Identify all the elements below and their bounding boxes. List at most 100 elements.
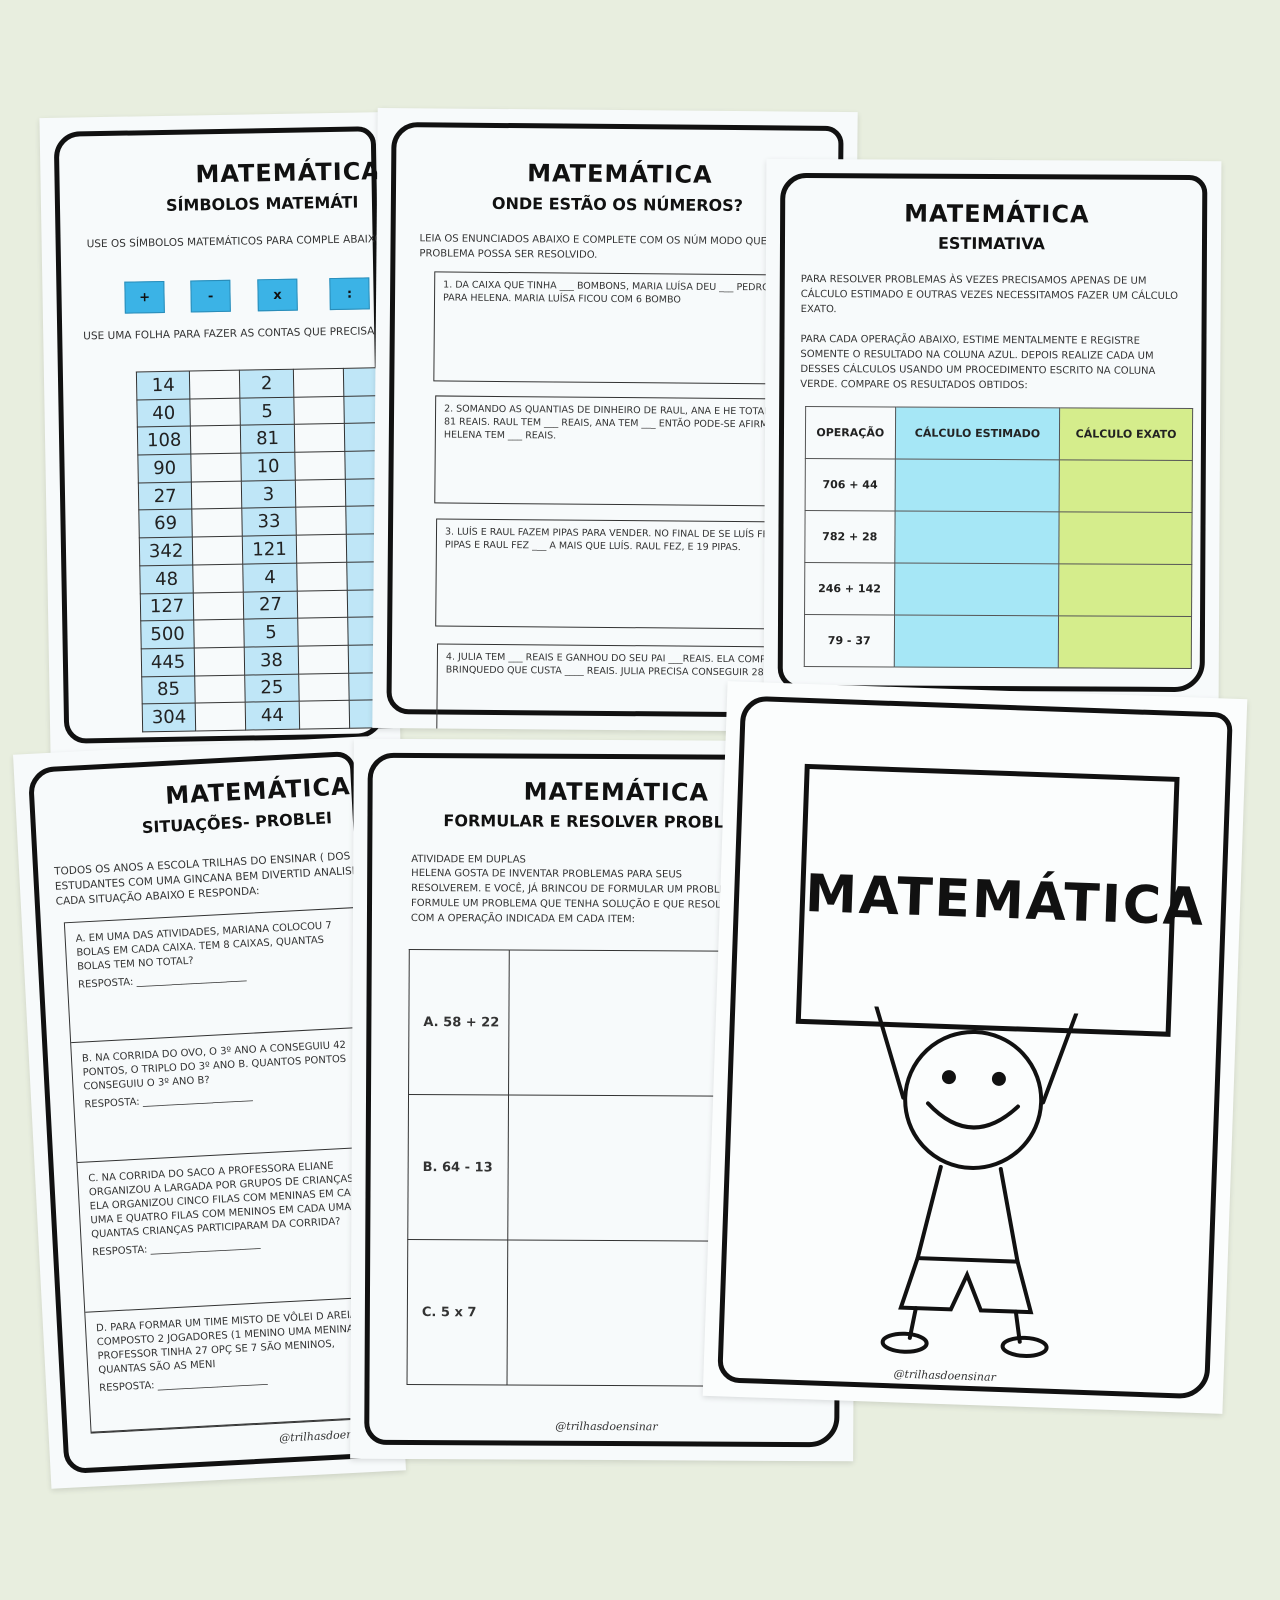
numbers-table: 14 2 40 5 108 81 90 10 27 3 69 33 342 121 48 4 127 27 500 5… bbox=[136, 367, 400, 732]
operation-cell: 706 + 44 bbox=[805, 458, 896, 511]
estimate-cell[interactable] bbox=[894, 510, 1060, 564]
operation-cell: A. 58 + 22 bbox=[408, 949, 510, 1096]
estimation-table: OPERAÇÃO CÁLCULO ESTIMADO CÁLCULO EXATO 70… bbox=[804, 406, 1193, 669]
answer-cell[interactable] bbox=[297, 617, 348, 647]
number-cell: 5 bbox=[244, 618, 298, 647]
table-row: 445 38 bbox=[141, 644, 399, 677]
number-cell: 342 bbox=[139, 537, 193, 566]
problem-item: A. EM UMA DAS ATIVIDADES, MARIANA COLOCO… bbox=[64, 907, 369, 1044]
number-cell: 27 bbox=[243, 590, 298, 620]
instruction-paragraph: PARA CADA OPERAÇÃO ABAIXO, ESTIME MENTAL… bbox=[800, 333, 1156, 392]
symbol-plus: + bbox=[124, 280, 165, 314]
number-cell: 25 bbox=[245, 673, 299, 703]
answer-label: RESPOSTA: bbox=[84, 1096, 140, 1111]
answer-cell[interactable] bbox=[192, 536, 244, 565]
operation-cell: B. 64 - 13 bbox=[407, 1094, 509, 1241]
answer-cell[interactable] bbox=[194, 646, 246, 676]
header-exato: CÁLCULO EXATO bbox=[1059, 407, 1193, 461]
answer-cell[interactable] bbox=[295, 534, 347, 563]
answer-cell[interactable] bbox=[295, 506, 347, 536]
title-sign: MATEMÁTICA bbox=[795, 763, 1207, 1037]
answer-label: RESPOSTA: bbox=[91, 1244, 148, 1259]
answer-cell[interactable] bbox=[191, 480, 243, 510]
operation-cell: C. 5 x 7 bbox=[407, 1239, 508, 1385]
answer-cell[interactable] bbox=[194, 674, 246, 704]
answer-cell[interactable] bbox=[191, 453, 242, 482]
table-row: 706 + 44 bbox=[805, 458, 1193, 513]
answer-cell[interactable] bbox=[292, 368, 344, 397]
watermark: @trilhasdoensinar bbox=[555, 1419, 658, 1434]
number-cell: 2 bbox=[239, 369, 294, 398]
answer-cell[interactable] bbox=[195, 702, 247, 731]
sheet-subtitle: ONDE ESTÃO OS NÚMEROS? bbox=[491, 193, 744, 216]
estimate-cell[interactable] bbox=[894, 458, 1060, 512]
problem-3: 3. LUÍS E RAUL FAZEM PIPAS PARA VENDER. … bbox=[435, 518, 817, 630]
number-cell: 33 bbox=[242, 507, 296, 537]
number-cell: 40 bbox=[136, 398, 191, 428]
table-row: 85 25 bbox=[141, 671, 400, 705]
number-cell: 90 bbox=[137, 454, 192, 483]
table-row: 40 5 bbox=[136, 395, 395, 428]
table-row: 27 3 bbox=[138, 478, 396, 511]
problem-2: 2. SOMANDO AS QUANTIAS DE DINHEIRO DE RA… bbox=[434, 395, 816, 507]
number-cell: 127 bbox=[140, 592, 194, 622]
estimate-cell[interactable] bbox=[893, 614, 1059, 668]
exact-cell[interactable] bbox=[1058, 563, 1192, 617]
answer-cell[interactable] bbox=[293, 423, 345, 453]
exact-cell[interactable] bbox=[1058, 615, 1192, 669]
number-cell: 500 bbox=[140, 620, 195, 649]
intro: HELENA GOSTA DE INVENTAR PROBLEMAS PARA … bbox=[410, 867, 745, 926]
table-row: 69 33 bbox=[138, 505, 397, 539]
problem-text: D. PARA FORMAR UM TIME MISTO DE VÔLEI D … bbox=[95, 1309, 373, 1377]
number-cell: 304 bbox=[142, 703, 196, 732]
answer-cell[interactable] bbox=[189, 370, 241, 399]
number-cell: 121 bbox=[242, 535, 297, 564]
operation-cell: 79 - 37 bbox=[804, 614, 895, 667]
estimate-cell[interactable] bbox=[894, 562, 1060, 616]
exact-cell[interactable] bbox=[1059, 511, 1193, 565]
operation-cell: 782 + 28 bbox=[804, 510, 895, 563]
number-cell: 445 bbox=[141, 647, 195, 677]
header-estimado: CÁLCULO ESTIMADO bbox=[895, 406, 1060, 460]
number-cell: 81 bbox=[240, 424, 295, 454]
answer-cell[interactable] bbox=[193, 619, 245, 648]
answer-cell[interactable] bbox=[297, 645, 349, 674]
cover-title: MATEMÁTICA bbox=[804, 864, 1207, 938]
number-cell: 27 bbox=[138, 481, 193, 511]
table-row: 127 27 bbox=[140, 588, 398, 622]
table-row: 79 - 37 bbox=[804, 614, 1192, 669]
symbol-minus: - bbox=[190, 279, 231, 313]
answer-cell[interactable] bbox=[296, 589, 348, 619]
child-illustration-icon bbox=[874, 1005, 1079, 1358]
number-cell: 48 bbox=[139, 564, 194, 594]
answer-cell[interactable] bbox=[294, 479, 346, 508]
symbol-divide: : bbox=[329, 277, 370, 311]
answer-cell[interactable] bbox=[294, 451, 346, 480]
number-cell: 5 bbox=[240, 396, 294, 426]
sheet-simbolos: MATEMÁTICA SÍMBOLOS MATEMÁTI USE OS SÍMB… bbox=[39, 111, 401, 759]
exact-cell[interactable] bbox=[1059, 459, 1193, 513]
problem-item: B. NA CORRIDA DO OVO, O 3º ANO A CONSEGU… bbox=[71, 1027, 376, 1163]
answer-cell[interactable] bbox=[193, 591, 245, 621]
table-row: 48 4 bbox=[139, 561, 398, 594]
number-cell: 3 bbox=[241, 479, 296, 509]
number-cell: 108 bbox=[137, 426, 192, 455]
answer-cell[interactable] bbox=[296, 562, 348, 591]
answer-cell[interactable] bbox=[192, 563, 244, 593]
sheet-title: MATEMÁTICA bbox=[904, 199, 1090, 229]
sheet-subtitle: ESTIMATIVA bbox=[937, 233, 1045, 254]
answer-cell[interactable] bbox=[190, 397, 241, 427]
sheet-situacoes: MATEMÁTICA SITUAÇÕES- PROBLEI TODOS OS A… bbox=[13, 736, 406, 1489]
table-row: 14 2 bbox=[136, 367, 394, 400]
number-cell: 85 bbox=[141, 675, 196, 705]
answer-cell[interactable] bbox=[190, 425, 242, 455]
table-row: 782 + 28 bbox=[804, 510, 1193, 565]
answer-cell[interactable] bbox=[192, 508, 243, 538]
sheet-title: MATEMÁTICA bbox=[523, 777, 710, 807]
answer-cell[interactable] bbox=[293, 396, 345, 425]
header-operacao: OPERAÇÃO bbox=[805, 406, 896, 459]
answer-cell[interactable] bbox=[298, 672, 349, 702]
number-cell: 14 bbox=[136, 371, 191, 400]
answer-cell[interactable] bbox=[298, 700, 350, 730]
problem-text: C. NA CORRIDA DO SACO A PROFESSORA ELIAN… bbox=[88, 1160, 366, 1241]
